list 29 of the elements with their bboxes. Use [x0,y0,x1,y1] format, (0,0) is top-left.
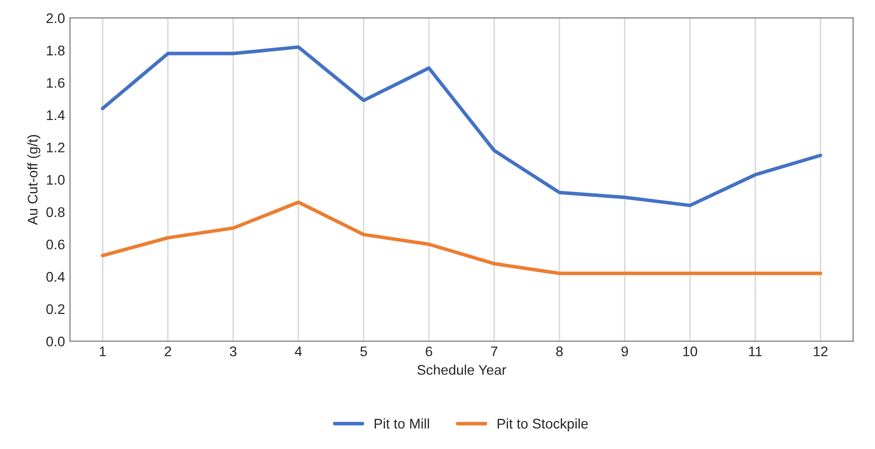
y-tick-label: 1.6 [46,78,65,88]
y-axis-title: Au Cut-off (g/t) [27,135,40,225]
x-tick-label: 4 [294,346,302,356]
x-tick-label: 2 [164,346,172,356]
y-tick-label: 1.8 [46,46,65,56]
x-tick-label: 9 [622,346,628,356]
y-tick-label: 0.8 [46,207,65,218]
x-tick-label: 6 [426,346,432,356]
x-tick-label: 8 [556,346,563,356]
x-tick-label: 1 [100,346,106,356]
line-series [100,45,822,208]
y-tick-label: 2.0 [46,13,65,24]
legend-label: Pit to Mill [374,418,429,429]
y-tick-label: 0.4 [46,272,65,282]
x-tick-label: 3 [230,346,236,356]
x-tick-label: 11 [749,346,762,356]
y-tick-label: 0.6 [46,240,65,250]
x-tick-label: 10 [683,346,698,356]
y-tick-label: 1.4 [46,110,65,120]
y-tick-label: 0.2 [46,304,64,314]
legend-label: Pit to Stockpile [498,418,588,432]
x-tick-label: 5 [360,346,367,356]
x-axis-title: Schedule Year [417,364,506,375]
y-tick-label: 1.2 [46,142,64,152]
x-tick-label: 7 [491,346,498,356]
x-tick-label: 12 [814,346,828,356]
line-series [100,200,822,276]
y-tick-label: 1.0 [46,174,65,185]
y-tick-label: 0.0 [46,336,65,346]
